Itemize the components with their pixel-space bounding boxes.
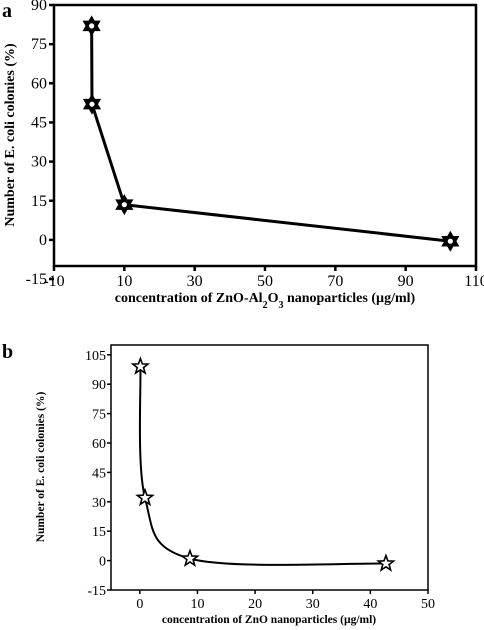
x-tick-label: 110	[464, 273, 484, 290]
data-point-star	[130, 356, 151, 375]
y-tick-label: 90	[92, 378, 106, 393]
y-tick-label: 75	[31, 36, 47, 53]
data-point-star	[180, 548, 200, 568]
data-point-star	[376, 553, 396, 572]
x-tick-label: 30	[187, 273, 203, 290]
x-axis-title-b: concentration of ZnO nanoparticles (µg/m…	[162, 614, 376, 626]
x-axis-title-a: concentration of ZnO-Al2O3 nanoparticles…	[115, 291, 416, 311]
y-tick-label: 60	[31, 75, 47, 92]
series-line	[90, 25, 451, 243]
x-tick-label: 90	[398, 273, 414, 290]
y-axis-title-a: Number of E. coli colonies (%)	[3, 43, 18, 227]
x-tick-label: 70	[327, 273, 343, 290]
data-point-star	[82, 15, 101, 37]
y-tick-label: 90	[31, 0, 47, 14]
x-axis-title-a-sub-4: 3	[278, 300, 283, 311]
x-tick-label: 30	[306, 597, 320, 612]
x-axis-title-a-part-3: O	[268, 291, 279, 306]
x-axis-ticks-b: 0 10 20 30 40 50	[136, 590, 435, 612]
y-tick-label: 105	[85, 349, 106, 364]
y-tick-label: 60	[92, 437, 106, 452]
x-tick-label: 50	[421, 597, 435, 612]
panel-a: a -10 10 30 50 70 90 110 -15 0 15 30 45 60 75 90 conc…	[2, 0, 484, 311]
data-point-star	[441, 230, 460, 252]
data-point-star	[115, 194, 134, 216]
series-a	[82, 15, 460, 252]
y-tick-label: 75	[92, 408, 106, 423]
x-axis-title-a-sub-2: 2	[263, 300, 268, 311]
y-tick-label: 15	[92, 525, 106, 540]
y-axis-title-b: Number of E. coli colonies (%)	[35, 392, 47, 543]
series-b	[130, 356, 396, 572]
y-tick-label: 0	[99, 555, 106, 570]
y-tick-label: 45	[31, 114, 47, 131]
data-point-star	[135, 487, 155, 507]
x-tick-label: 20	[248, 597, 262, 612]
y-tick-label: 45	[92, 466, 106, 481]
y-tick-label: 30	[92, 496, 106, 511]
y-tick-label: -15	[87, 584, 106, 599]
x-tick-label: 10	[116, 273, 132, 290]
y-tick-label: 30	[31, 154, 47, 171]
panel-b-letter: b	[2, 341, 13, 363]
panel-b: b 0 10 20 30 40 50 -15 0 15 30 45 60 75 90 105 concen…	[2, 341, 435, 626]
panel-a-letter: a	[2, 0, 12, 22]
plot-frame-b	[110, 344, 429, 591]
x-tick-label: -10	[43, 273, 64, 290]
plot-frame-a	[52, 3, 478, 268]
x-tick-label: 0	[136, 597, 143, 612]
y-axis-ticks-b: -15 0 15 30 45 60 75 90 105	[85, 349, 111, 599]
x-tick-label: 40	[363, 597, 377, 612]
x-tick-label: 50	[257, 273, 273, 290]
data-point-star	[82, 93, 102, 115]
y-axis-ticks-a: -15 0 15 30 45 60 75 90	[26, 0, 54, 288]
series-line	[138, 366, 386, 566]
y-tick-label: 0	[39, 232, 47, 249]
x-axis-title-a-part-5: nanoparticles (µg/ml)	[283, 291, 415, 306]
x-axis-ticks-a: -10 10 30 50 70 90 110	[43, 266, 484, 290]
x-tick-label: 10	[190, 597, 204, 612]
x-axis-title-a-part-1: concentration of ZnO-Al	[115, 291, 263, 306]
y-tick-label: -15	[26, 271, 47, 288]
y-tick-label: 15	[31, 193, 47, 210]
